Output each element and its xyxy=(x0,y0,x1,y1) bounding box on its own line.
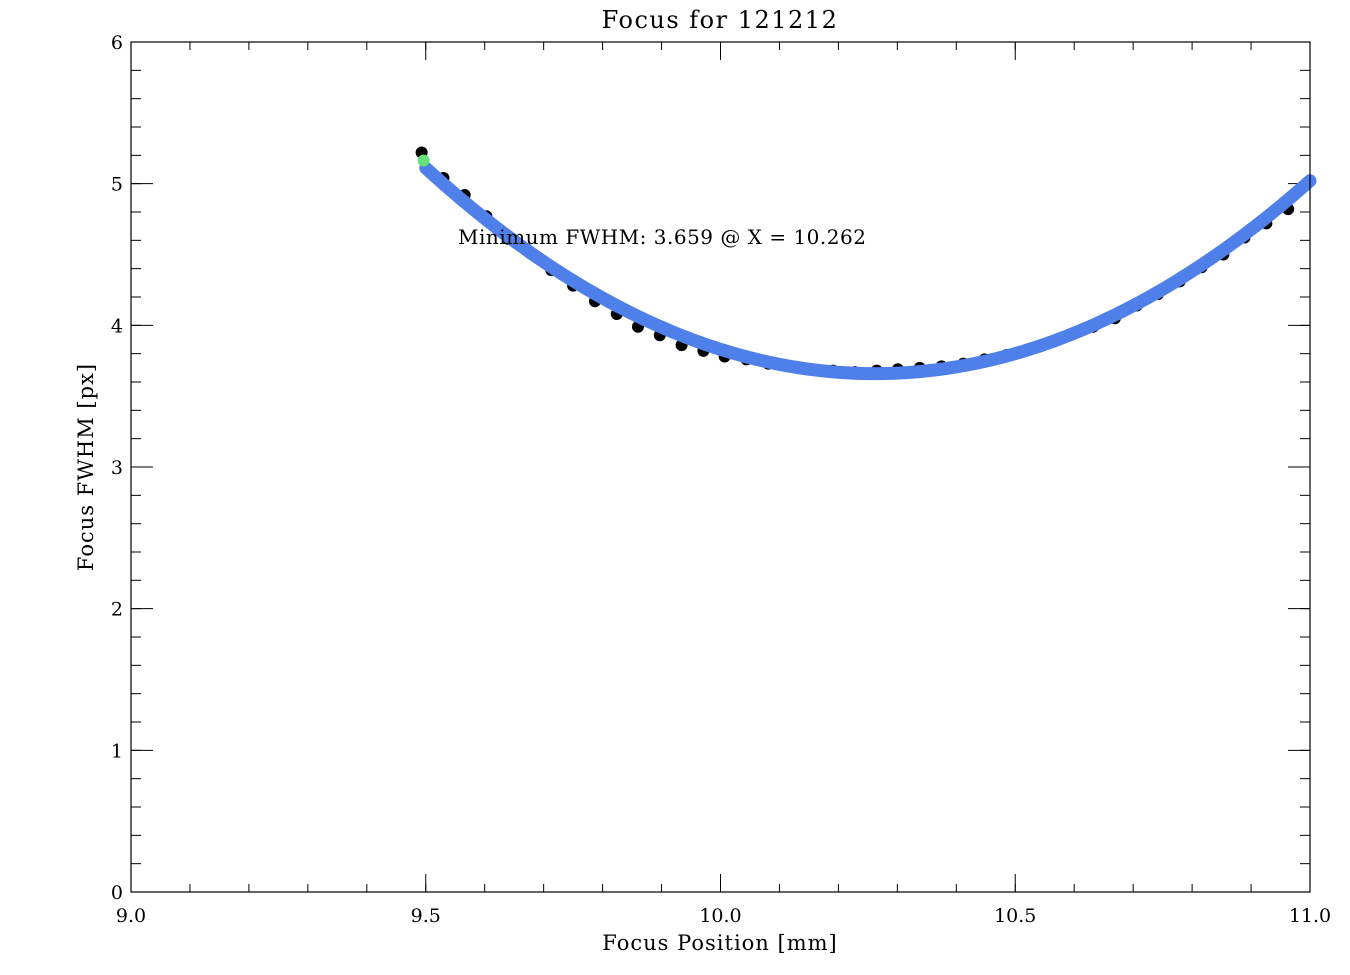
chart-title: Focus for 121212 xyxy=(602,6,839,34)
y-tick-label: 1 xyxy=(111,740,123,762)
x-tick-label: 9.5 xyxy=(411,905,441,927)
minor-ticks xyxy=(131,42,1310,892)
y-tick-label: 4 xyxy=(111,315,123,337)
x-tick-label: 10.0 xyxy=(699,905,741,927)
fit-curve xyxy=(419,161,1317,381)
x-tick-label: 11.0 xyxy=(1289,905,1331,927)
y-tick-label: 2 xyxy=(111,599,123,621)
y-tick-label: 6 xyxy=(111,32,123,54)
highlight-point xyxy=(417,154,430,167)
y-tick-label: 5 xyxy=(111,174,123,196)
x-tick-labels: 9.0 9.5 10.0 10.5 11.0 xyxy=(116,905,1331,927)
y-tick-labels: 0 1 2 3 4 5 6 xyxy=(111,32,123,904)
y-tick-label: 3 xyxy=(111,457,123,479)
x-tick-label: 9.0 xyxy=(116,905,146,927)
minimum-annotation: Minimum FWHM: 3.659 @ X = 10.262 xyxy=(458,225,866,249)
y-axis-title: Focus FWHM [px] xyxy=(74,363,98,571)
x-axis-title: Focus Position [mm] xyxy=(602,931,837,955)
x-tick-label: 10.5 xyxy=(994,905,1036,927)
plot-frame xyxy=(130,41,1311,893)
y-tick-label: 0 xyxy=(111,882,123,904)
